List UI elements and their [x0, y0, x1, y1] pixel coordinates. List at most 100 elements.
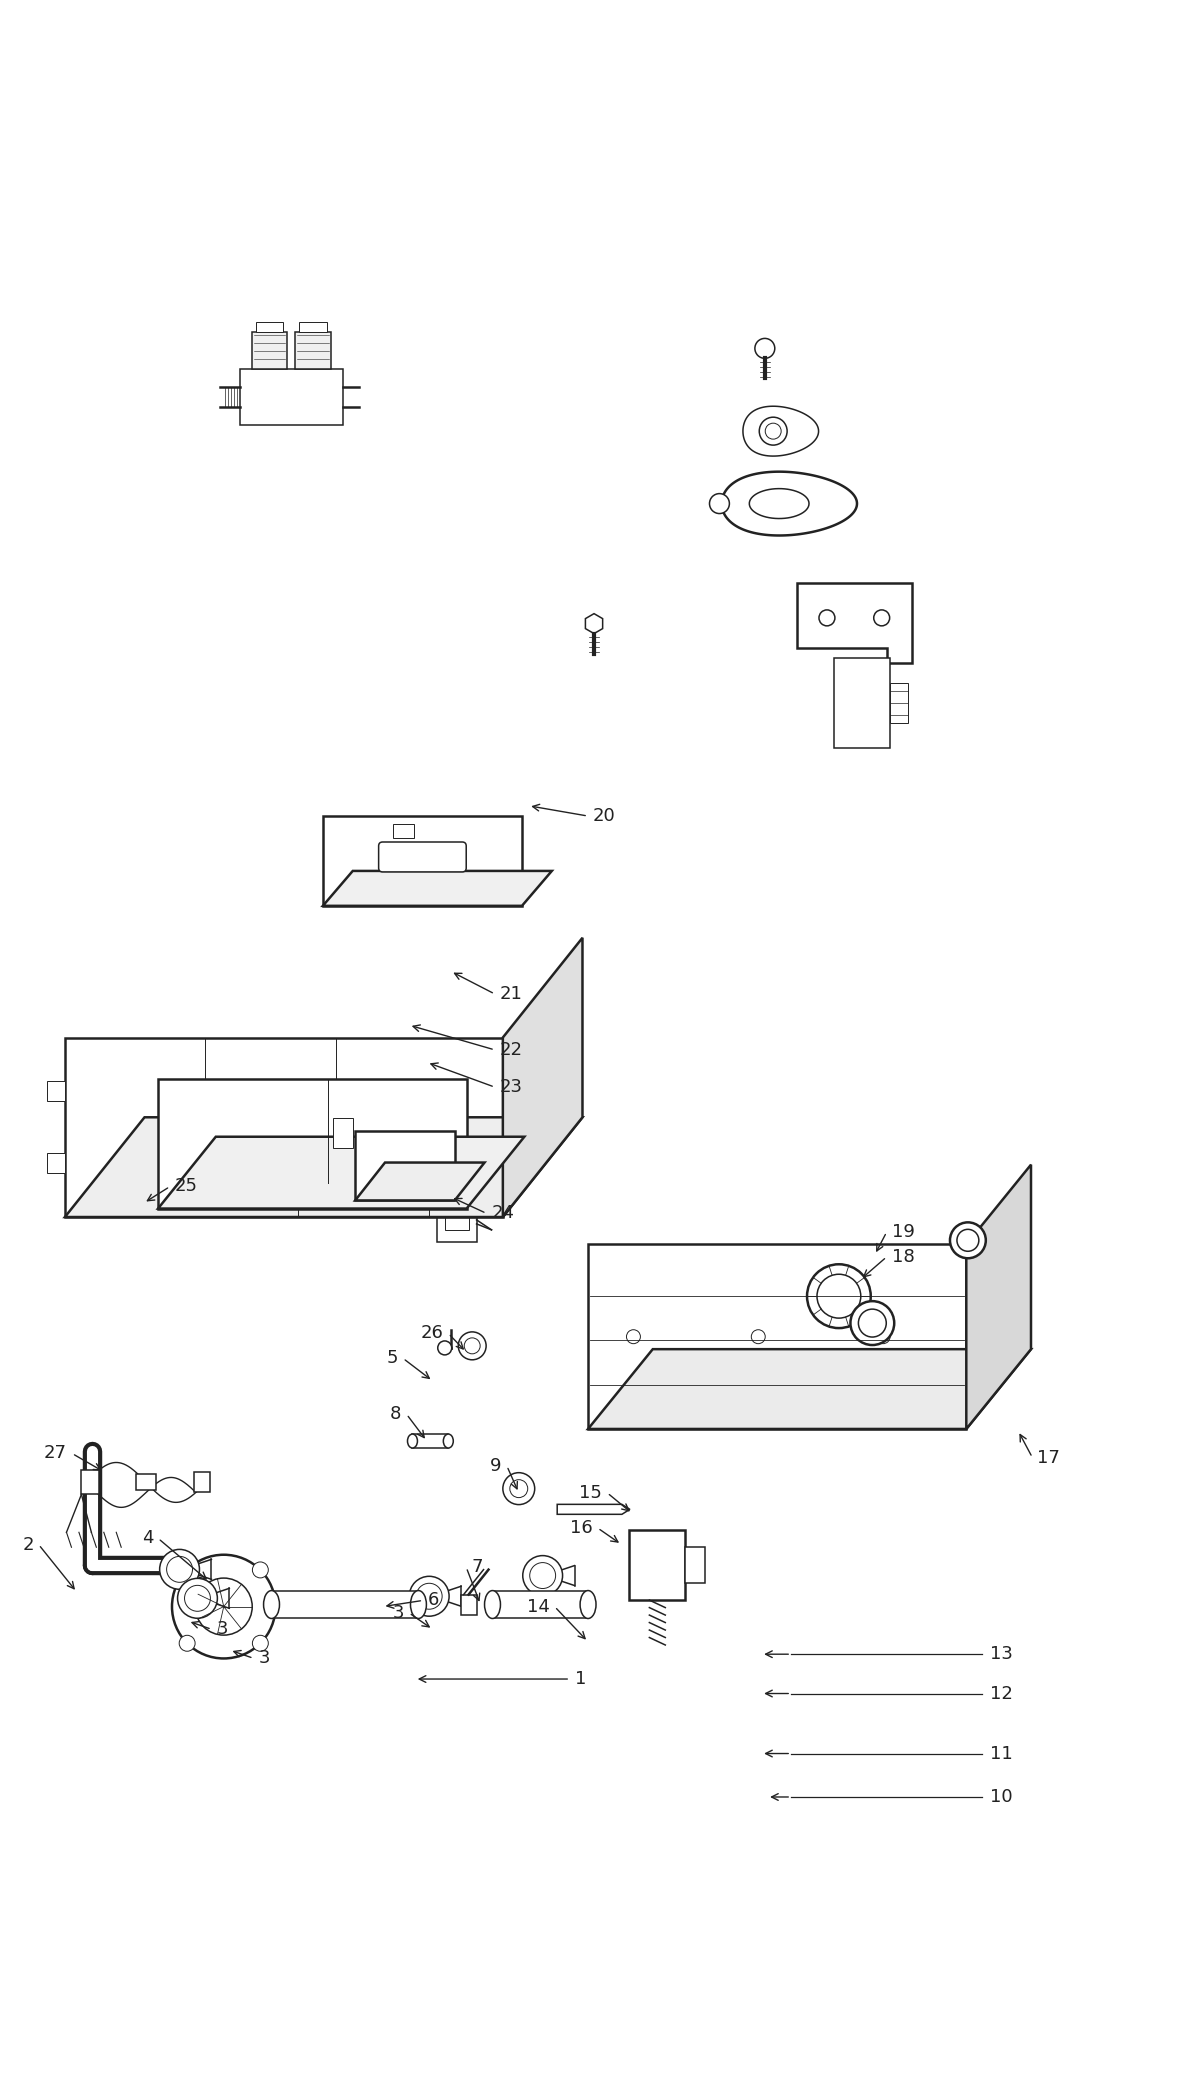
Bar: [442, 1181, 472, 1199]
Text: 10: 10: [990, 1789, 1013, 1805]
Bar: [834, 658, 889, 747]
Bar: [334, 1118, 353, 1147]
Circle shape: [876, 1330, 890, 1345]
Polygon shape: [588, 1245, 966, 1430]
Bar: [685, 1548, 706, 1583]
Circle shape: [178, 1579, 217, 1618]
Circle shape: [160, 1550, 199, 1589]
Polygon shape: [797, 583, 912, 662]
Bar: [295, 332, 331, 369]
Text: 27: 27: [44, 1444, 67, 1463]
Polygon shape: [323, 815, 522, 907]
Polygon shape: [743, 407, 818, 456]
Bar: [194, 1473, 210, 1492]
Text: 4: 4: [142, 1529, 154, 1548]
Bar: [413, 1434, 449, 1448]
Text: 15: 15: [580, 1484, 602, 1502]
Text: 2: 2: [22, 1536, 34, 1554]
Ellipse shape: [580, 1592, 596, 1618]
Text: 25: 25: [175, 1177, 198, 1195]
Circle shape: [766, 423, 781, 440]
Ellipse shape: [410, 1592, 426, 1618]
FancyBboxPatch shape: [379, 842, 467, 872]
Circle shape: [529, 1562, 556, 1589]
Text: 22: 22: [500, 1042, 523, 1058]
Text: 9: 9: [491, 1457, 502, 1475]
Text: 6: 6: [428, 1592, 439, 1610]
Circle shape: [252, 1562, 269, 1577]
Bar: [47, 1154, 65, 1172]
Circle shape: [438, 1340, 451, 1355]
Circle shape: [503, 1473, 535, 1504]
Circle shape: [760, 417, 787, 446]
Bar: [136, 1475, 156, 1490]
Circle shape: [464, 1338, 480, 1353]
Text: 14: 14: [527, 1598, 550, 1616]
Polygon shape: [721, 471, 857, 535]
Circle shape: [817, 1274, 860, 1318]
Text: 23: 23: [500, 1079, 523, 1096]
Polygon shape: [503, 938, 582, 1218]
Text: 24: 24: [492, 1204, 515, 1222]
Bar: [889, 683, 907, 722]
Bar: [392, 824, 414, 838]
Bar: [630, 1529, 685, 1600]
Text: 12: 12: [990, 1685, 1013, 1701]
Polygon shape: [966, 1164, 1031, 1430]
Text: 21: 21: [500, 986, 523, 1002]
Circle shape: [179, 1635, 196, 1652]
Text: 19: 19: [892, 1222, 914, 1241]
Circle shape: [458, 1332, 486, 1359]
Bar: [492, 1592, 588, 1618]
Text: 16: 16: [570, 1519, 593, 1538]
Polygon shape: [557, 1504, 630, 1515]
Text: 3: 3: [392, 1604, 404, 1623]
Polygon shape: [65, 1116, 582, 1218]
Circle shape: [409, 1577, 449, 1616]
Text: 1: 1: [575, 1670, 587, 1689]
Ellipse shape: [264, 1592, 280, 1618]
Text: 5: 5: [386, 1349, 398, 1367]
Ellipse shape: [408, 1434, 418, 1448]
Polygon shape: [158, 1137, 524, 1208]
Polygon shape: [355, 1131, 455, 1201]
Circle shape: [950, 1222, 986, 1257]
Circle shape: [172, 1554, 276, 1658]
Bar: [299, 322, 328, 332]
Text: 26: 26: [420, 1324, 443, 1343]
Bar: [271, 1592, 419, 1618]
Ellipse shape: [443, 1434, 454, 1448]
Circle shape: [252, 1635, 269, 1652]
Circle shape: [416, 1583, 442, 1610]
Circle shape: [808, 1264, 871, 1328]
Text: 11: 11: [990, 1745, 1013, 1762]
Circle shape: [709, 494, 730, 513]
Bar: [445, 1214, 469, 1230]
Polygon shape: [588, 1349, 1031, 1430]
Polygon shape: [749, 488, 809, 519]
Bar: [252, 332, 288, 369]
Text: 3: 3: [217, 1621, 228, 1639]
Polygon shape: [586, 614, 602, 633]
Bar: [256, 322, 283, 332]
Circle shape: [818, 610, 835, 627]
Polygon shape: [158, 1079, 467, 1208]
Circle shape: [510, 1479, 528, 1498]
Circle shape: [755, 338, 775, 359]
Text: 7: 7: [472, 1558, 482, 1577]
Ellipse shape: [485, 1592, 500, 1618]
Bar: [437, 1214, 476, 1241]
Bar: [240, 369, 343, 425]
Circle shape: [956, 1228, 979, 1251]
Bar: [82, 1471, 100, 1494]
Circle shape: [851, 1301, 894, 1345]
Text: 3: 3: [258, 1650, 270, 1668]
Polygon shape: [323, 872, 552, 907]
Bar: [47, 1081, 65, 1102]
Polygon shape: [428, 1172, 485, 1208]
Text: 13: 13: [990, 1645, 1013, 1664]
Polygon shape: [355, 1162, 485, 1201]
Bar: [461, 1594, 476, 1614]
Circle shape: [523, 1556, 563, 1596]
Circle shape: [626, 1330, 641, 1345]
